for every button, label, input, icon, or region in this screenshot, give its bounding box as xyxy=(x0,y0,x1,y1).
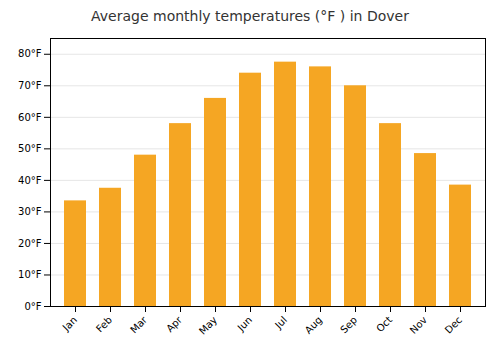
svg-text:Sep: Sep xyxy=(338,314,359,335)
svg-text:40°F: 40°F xyxy=(18,175,42,186)
svg-text:May: May xyxy=(197,314,219,336)
svg-text:Feb: Feb xyxy=(94,314,114,334)
svg-text:Mar: Mar xyxy=(128,314,150,336)
svg-text:0°F: 0°F xyxy=(24,301,41,312)
svg-text:Oct: Oct xyxy=(374,314,394,334)
svg-text:10°F: 10°F xyxy=(18,269,42,280)
svg-text:Jul: Jul xyxy=(272,314,289,331)
svg-text:Aug: Aug xyxy=(303,314,325,336)
svg-text:Dec: Dec xyxy=(443,314,464,335)
svg-text:80°F: 80°F xyxy=(18,48,42,59)
svg-text:Apr: Apr xyxy=(164,314,185,335)
svg-text:Jan: Jan xyxy=(60,314,79,333)
html-text:Average monthly temperatures (: Average monthly temperatures (°F ) in Do… xyxy=(91,8,409,24)
svg-text:20°F: 20°F xyxy=(18,238,42,249)
svg-text:Jun: Jun xyxy=(235,314,255,334)
svg-text:50°F: 50°F xyxy=(18,143,42,154)
svg-text:70°F: 70°F xyxy=(18,80,42,91)
svg-text:60°F: 60°F xyxy=(18,112,42,123)
svg-text:Nov: Nov xyxy=(408,314,430,336)
svg-text:30°F: 30°F xyxy=(18,206,42,217)
